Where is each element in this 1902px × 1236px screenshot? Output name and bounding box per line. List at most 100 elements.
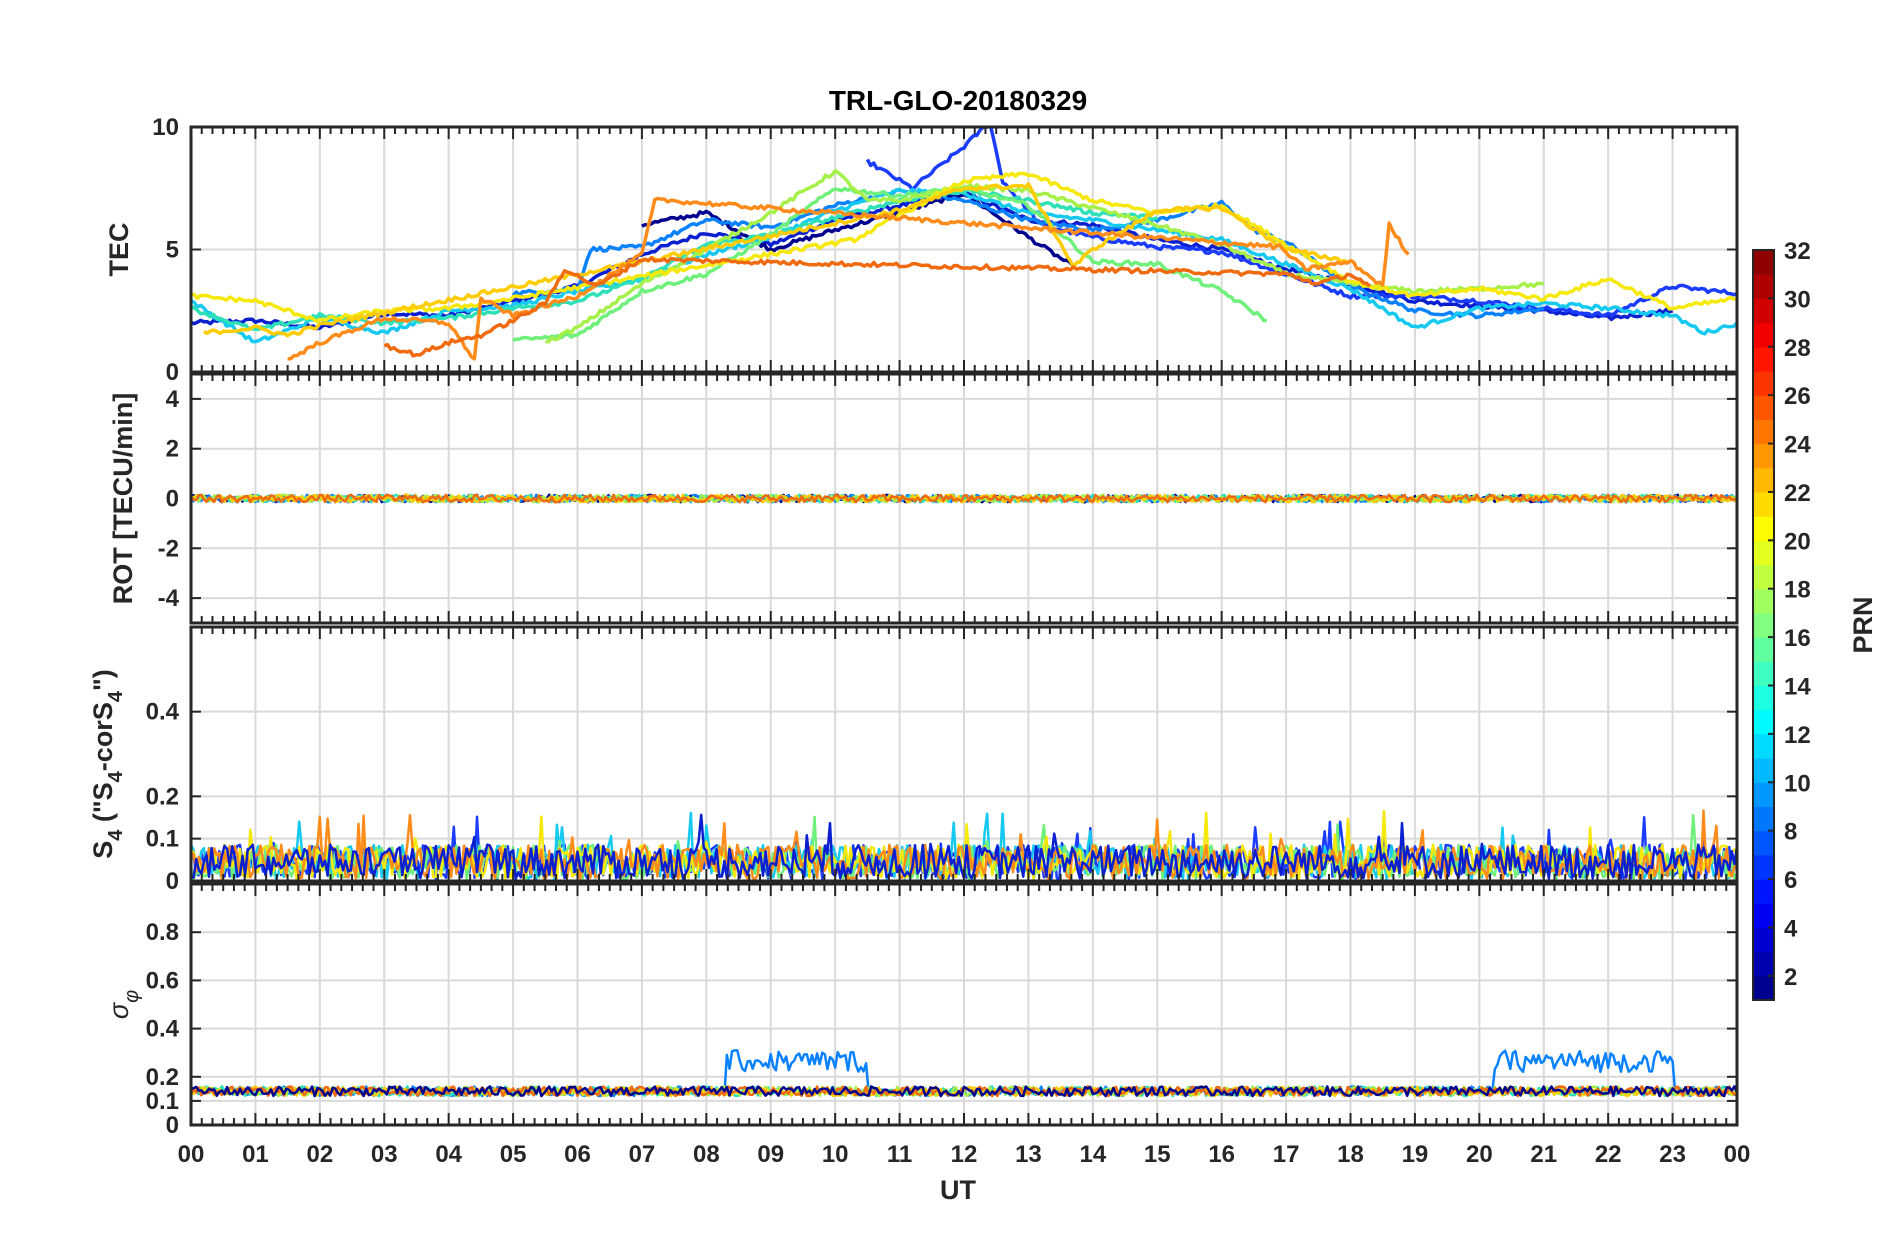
colorbar-bin xyxy=(1753,782,1774,808)
tec-series-prn-2 xyxy=(641,192,1075,268)
colorbar-tick-label: 4 xyxy=(1784,915,1798,942)
colorbar-bin xyxy=(1753,830,1774,856)
y-tick-label: 0.8 xyxy=(146,919,179,946)
colorbar-bin xyxy=(1753,758,1774,783)
colorbar-bin xyxy=(1753,346,1774,372)
data-layer-tec xyxy=(191,127,1737,361)
colorbar-bin xyxy=(1753,975,1774,1001)
y-axis-label-main: σ xyxy=(104,1001,134,1019)
colorbar-bin xyxy=(1753,491,1774,517)
y-tick-label: 0.1 xyxy=(146,826,179,853)
x-tick-label: 23 xyxy=(1659,1141,1686,1168)
rot-series xyxy=(191,493,1737,504)
x-tick-label: 07 xyxy=(629,1141,656,1168)
colorbar-tick-label: 8 xyxy=(1784,819,1797,846)
sigma-series xyxy=(191,1085,1737,1098)
colorbar-bin xyxy=(1753,951,1774,977)
y-axis-label-tail: -corS xyxy=(88,702,118,771)
y-tick-label: -2 xyxy=(158,535,179,562)
x-tick-label: 09 xyxy=(757,1141,784,1168)
colorbar-tick-label: 24 xyxy=(1784,432,1811,459)
x-tick-label: 14 xyxy=(1079,1141,1106,1168)
colorbar-bin xyxy=(1753,806,1774,832)
colorbar-bin xyxy=(1753,274,1774,299)
tec-series-prn-21 xyxy=(203,182,1351,338)
x-tick-label: 18 xyxy=(1337,1141,1364,1168)
y-axis-label-end: ") xyxy=(88,669,118,691)
colorbar-bin xyxy=(1753,661,1774,687)
colorbar-tick-label: 6 xyxy=(1784,867,1797,894)
x-tick-label: 05 xyxy=(500,1141,527,1168)
y-axis-label-mid: ("S xyxy=(88,782,118,829)
x-axis-label: UT xyxy=(940,1175,976,1205)
colorbar-tick-label: 12 xyxy=(1784,722,1811,749)
colorbar-bin xyxy=(1753,854,1774,880)
x-tick-label: 22 xyxy=(1595,1141,1622,1168)
y-axis-label-sigma: σφ xyxy=(104,990,143,1019)
y-tick-label: 2 xyxy=(166,436,179,463)
chart-title: TRL-GLO-20180329 xyxy=(829,85,1087,116)
x-tick-label: 13 xyxy=(1015,1141,1042,1168)
y-tick-label: 0.6 xyxy=(146,967,179,994)
colorbar-frame xyxy=(1752,249,1775,1001)
y-axis-label-sub: 4 xyxy=(105,829,127,841)
x-tick-label: 08 xyxy=(693,1141,720,1168)
x-tick-label: 00 xyxy=(1724,1141,1751,1168)
colorbar-bin xyxy=(1753,370,1774,396)
tec-series-prn-24 xyxy=(383,256,1371,358)
colorbar-bin xyxy=(1753,637,1774,662)
x-tick-label: 00 xyxy=(178,1141,205,1168)
y-tick-label: 0 xyxy=(166,486,179,513)
colorbar-tick-label: 28 xyxy=(1784,335,1811,362)
y-tick-label: 0.2 xyxy=(146,783,179,810)
colorbar-bin xyxy=(1753,419,1774,445)
data-layer-rot xyxy=(191,493,1737,504)
x-tick-label: 11 xyxy=(887,1141,912,1168)
y-axis-label-sub: 4 xyxy=(105,690,127,702)
panel-frame-sigma xyxy=(189,882,1739,1127)
y-tick-label: 0.2 xyxy=(146,1064,179,1091)
x-tick-label: 03 xyxy=(371,1141,398,1168)
y-tick-label: 10 xyxy=(152,114,179,141)
y-tick-label: 0 xyxy=(166,359,179,386)
y-axis-label-sub: φ xyxy=(121,990,143,1003)
y-tick-label: 0 xyxy=(166,868,179,895)
y-axis-label-sub: 4 xyxy=(105,770,127,782)
x-tick-label: 10 xyxy=(822,1141,849,1168)
colorbar-label: PRN xyxy=(1848,596,1878,653)
y-tick-label: 0.4 xyxy=(146,1016,180,1043)
colorbar-bin xyxy=(1753,879,1774,904)
y-axis-label-main: S xyxy=(88,841,118,859)
colorbar-bin xyxy=(1753,443,1774,469)
colorbar-tick-label: 14 xyxy=(1784,673,1811,700)
panel-sigma: 00.10.2 0.4 0.6 0.8 σφ xyxy=(104,882,1739,1139)
x-tick-label: 20 xyxy=(1466,1141,1493,1168)
panel-frame-rot xyxy=(189,372,1739,625)
colorbar-bin xyxy=(1753,540,1774,566)
y-axis-label-rot: ROT [TECU/min] xyxy=(108,393,138,604)
colorbar-bin xyxy=(1753,685,1774,711)
colorbar-bin xyxy=(1753,588,1774,614)
tec-series-prn-20 xyxy=(191,171,1737,324)
colorbar-bin xyxy=(1753,467,1774,493)
data-layer-sigma xyxy=(191,1049,1737,1098)
panel-s4: 00.10.20.4S4 ("S4-corS4") xyxy=(88,625,1739,895)
tec-series-prn-23 xyxy=(287,196,1410,361)
x-tick-label: 21 xyxy=(1530,1141,1557,1168)
panel-tec: 0 5 10 TEC xyxy=(104,114,1739,386)
colorbar-bin xyxy=(1753,903,1774,929)
x-tick-label: 16 xyxy=(1208,1141,1235,1168)
y-axis-label-tec: TEC xyxy=(104,223,134,277)
y-tick-label: 0.4 xyxy=(146,699,180,726)
tec-series-prn-9 xyxy=(511,188,1544,320)
y-tick-label: -4 xyxy=(158,585,180,612)
colorbar-bin xyxy=(1753,709,1774,735)
colorbar-bin xyxy=(1753,516,1774,541)
panel-frame-tec xyxy=(189,125,1739,374)
colorbar-tick-label: 20 xyxy=(1784,528,1811,555)
colorbar-bin xyxy=(1753,733,1774,759)
